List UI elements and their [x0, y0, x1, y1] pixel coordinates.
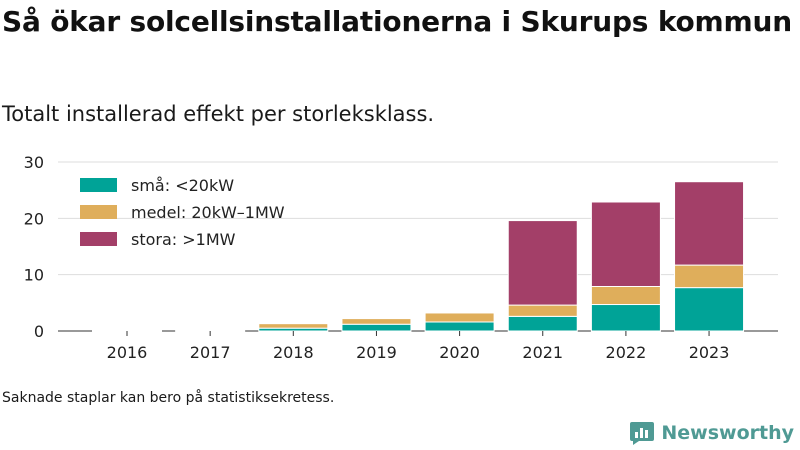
x-tick-label: 2017	[190, 343, 231, 362]
bar-segment	[674, 264, 745, 289]
bar-segment	[341, 323, 412, 332]
bar-segment	[674, 287, 745, 332]
x-tick-label: 2023	[689, 343, 730, 362]
legend-swatch	[80, 178, 117, 192]
bar-segment	[341, 318, 412, 325]
y-tick-label: 10	[24, 266, 44, 285]
bar-segment	[674, 181, 745, 266]
bar-segment	[424, 312, 495, 323]
bar-segment	[175, 329, 246, 332]
bar-segment	[424, 321, 495, 332]
brand-name: Newsworthy	[661, 422, 794, 444]
legend-label: små: <20kW	[131, 176, 234, 195]
bar-segment	[258, 323, 329, 329]
footnote: Saknade staplar kan bero på statistiksek…	[2, 390, 335, 406]
x-tick-label: 2021	[522, 343, 563, 362]
chart-subtitle: Totalt installerad effekt per storlekskl…	[2, 102, 435, 126]
bar-segment	[507, 315, 578, 332]
legend-swatch	[80, 232, 117, 246]
bar-segment	[590, 304, 661, 332]
x-tick-label: 2018	[273, 343, 314, 362]
y-tick-label: 20	[24, 209, 44, 228]
stacked-bar-chart: 0 10 20 30 2016 2017 2018 2019 2020 2021 2022 2023 s…	[24, 153, 778, 362]
bar-segment	[590, 285, 661, 306]
bar-segment	[590, 201, 661, 287]
legend-swatch	[80, 205, 117, 219]
bar-segment	[507, 304, 578, 317]
y-tick-label: 30	[24, 153, 44, 172]
newsworthy-logo-icon	[630, 422, 655, 445]
legend-label: stora: >1MW	[131, 230, 236, 249]
legend-label: medel: 20kW–1MW	[131, 203, 285, 222]
bar-segment	[507, 220, 578, 306]
x-tick-label: 2019	[356, 343, 397, 362]
x-tick-label: 2020	[439, 343, 480, 362]
chart-title: Så ökar solcellsinstallationerna i Skuru…	[2, 5, 792, 38]
y-tick-label: 0	[34, 322, 44, 341]
brand-logo: Newsworthy	[629, 420, 794, 446]
x-tick-label: 2016	[107, 343, 148, 362]
x-tick-label: 2022	[606, 343, 647, 362]
